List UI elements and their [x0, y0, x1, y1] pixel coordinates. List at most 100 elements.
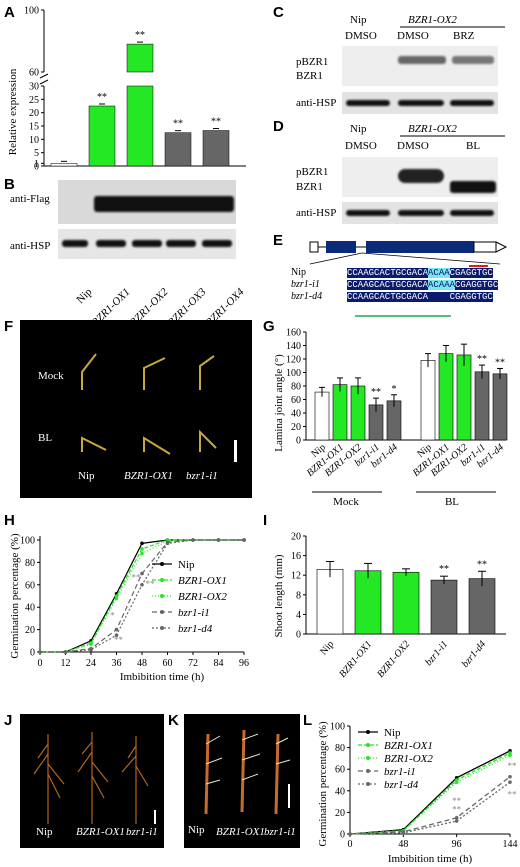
legend-marker	[366, 743, 370, 747]
significance-label: **	[146, 579, 156, 589]
panel-k-photo: Nip BZR1-OX1 bzr1-i1	[184, 714, 300, 848]
bar	[392, 571, 420, 635]
alignment-name: bzr1-d4	[291, 291, 323, 302]
tick-label: 60	[335, 765, 345, 776]
alignment-name: bzr1-i1	[291, 279, 320, 290]
panel-k-panicles	[204, 729, 291, 815]
bar	[350, 385, 366, 441]
panel-g-group-mock: Mock	[333, 496, 359, 508]
panel-d-blot-hsp	[342, 202, 498, 224]
panel-d-header-lines	[400, 135, 505, 137]
series-line	[349, 752, 511, 835]
alignment-mid: ACAA	[428, 268, 450, 278]
tick-label: 20	[291, 532, 301, 543]
tick-label: 0	[296, 630, 301, 641]
band	[450, 181, 496, 193]
tick-label: 60	[291, 395, 301, 406]
panel-letter-g: G	[263, 318, 275, 335]
x-tick-label: bzr1-d4	[460, 639, 488, 670]
data-point	[454, 816, 459, 820]
tick-label: 96	[239, 658, 249, 669]
data-point	[38, 650, 42, 654]
bar	[468, 578, 496, 635]
significance-label: **	[97, 92, 107, 103]
panel-c-pbzr1: pBZR1	[296, 56, 329, 68]
significance-label: **	[135, 30, 145, 41]
alignment-row: Nip CCAAGCACTGCGACAACAACGAGGTGC	[291, 267, 493, 279]
tick-label: 72	[188, 658, 198, 669]
bar	[438, 353, 454, 441]
data-point	[191, 538, 195, 542]
panel-h-legend: Nip BZR1-OX1 BZR1-OX2 bzr1-i1 bzr1-d4	[152, 559, 227, 635]
x-tick-label: bzr1-i1	[423, 639, 450, 668]
legend-marker	[366, 730, 370, 734]
panel-d-treat-3: BL	[466, 140, 481, 152]
bar	[474, 371, 490, 441]
panel-j-label-ox1: BZR1-OX1	[76, 826, 125, 838]
tick-label: 144	[503, 839, 518, 850]
tick-label: 80	[335, 743, 345, 754]
panel-a-bars: ** ** ** **	[50, 30, 230, 167]
band	[450, 210, 494, 216]
alignment-pre: CCAAGCACTGCGACA	[347, 292, 429, 302]
axis-break	[39, 79, 49, 85]
tick-label: 12	[61, 658, 71, 669]
panel-d-pbzr1: pBZR1	[296, 166, 329, 178]
tick-label: 0	[296, 436, 301, 447]
tick-label: 0	[30, 648, 35, 659]
panel-c-ox2: BZR1-OX2	[408, 14, 457, 26]
tick-label: 100	[286, 368, 301, 379]
data-point	[89, 642, 93, 646]
band	[398, 169, 444, 183]
tick-label: 24	[86, 658, 96, 669]
tick-label: 40	[25, 603, 35, 614]
tick-label: 84	[214, 658, 224, 669]
panel-b-row-flag: anti-Flag	[10, 193, 50, 205]
panel-c-bzr1: BZR1	[296, 70, 323, 82]
legend-label: Nip	[384, 727, 401, 739]
data-point	[508, 753, 512, 757]
legend-marker	[160, 626, 164, 630]
panel-d-bzr1: BZR1	[296, 181, 323, 193]
significance-label: **	[211, 117, 221, 128]
tick-label: 120	[286, 355, 301, 366]
alignment-row: bzr1-d4 CCAAGCACTGCGACA....CGAGGTGC	[291, 291, 493, 303]
panel-letter-e: E	[273, 232, 284, 249]
bar	[314, 391, 330, 441]
panel-a-ylabel: Relative expression	[7, 68, 19, 155]
data-point	[508, 780, 512, 784]
panel-i-bars: Nip BZR1-OX1 BZR1-OX2 ** bzr1-i1 ** bzr1-d4	[316, 559, 496, 680]
alignment-post: CGAGGTGC	[449, 292, 493, 302]
panel-e-gene-model	[309, 241, 508, 317]
data-point	[114, 596, 119, 601]
panel-f-col-i1: bzr1-i1	[186, 470, 218, 482]
significance-label: **	[371, 387, 381, 398]
panel-g-chart: Lamina joint angle (°) 0 20 40 60 80 100 120 14…	[273, 328, 508, 508]
significance-label: **	[477, 559, 487, 570]
panel-c-blot-bzr1	[342, 46, 498, 86]
panel-l-xlabel: Imbibition time (h)	[388, 853, 473, 865]
panel-k-label-nip: Nip	[188, 824, 205, 836]
data-point	[140, 551, 144, 556]
significance-label: **	[495, 357, 505, 368]
panel-letter-l: L	[303, 712, 313, 729]
tick-label: 20	[25, 625, 35, 636]
panel-l-ylabel: Germination percentage (%)	[317, 721, 329, 847]
tick-label: 96	[452, 839, 462, 850]
panel-d-treat-2: DMSO	[397, 140, 429, 152]
panel-f-leaves	[81, 353, 237, 462]
significance-label: *	[110, 610, 115, 620]
tick-label: 20	[29, 108, 39, 119]
bar	[50, 163, 78, 167]
panel-g-group-bl: BL	[445, 496, 459, 508]
significance-label: **	[477, 354, 487, 365]
legend-label: BZR1-OX2	[178, 591, 227, 603]
tick-label: 1	[34, 159, 39, 170]
bar	[456, 354, 472, 441]
panel-f-photo: Mock BL Nip BZR1-OX1 bzr1-i1	[20, 320, 252, 498]
band	[202, 240, 232, 247]
panel-g-ylabel: Lamina joint angle (°)	[273, 354, 285, 452]
bar	[202, 130, 230, 167]
